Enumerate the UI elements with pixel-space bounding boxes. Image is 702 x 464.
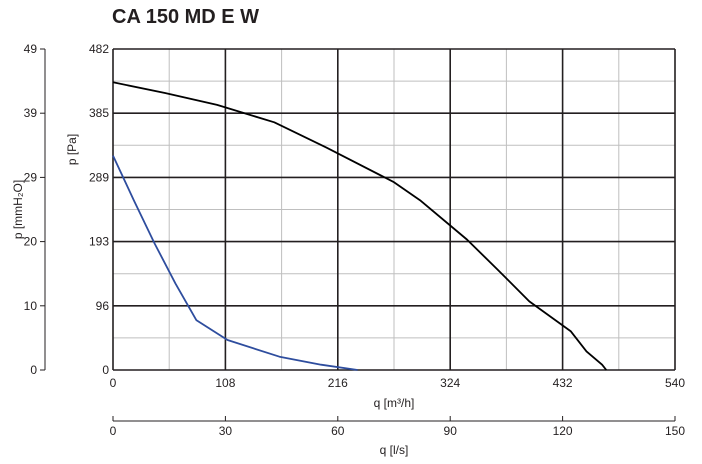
x-tick-label-m3h: 540 xyxy=(665,376,685,390)
x-tick-label-m3h: 432 xyxy=(553,376,573,390)
y-tick-label-pa: 482 xyxy=(89,42,109,56)
series-line-2 xyxy=(112,155,358,371)
x-tick-label-m3h: 324 xyxy=(440,376,460,390)
series-line-1 xyxy=(112,81,608,371)
minor-grid xyxy=(113,49,675,370)
y-tick-label-pa: 385 xyxy=(89,106,109,120)
y-tick-label-mmh2o: 49 xyxy=(24,42,38,56)
y-axis-label-mmh2o: p [mmH₂O] xyxy=(11,180,25,239)
y-tick-label-pa: 0 xyxy=(102,363,109,377)
y-tick-label-mmh2o: 29 xyxy=(24,170,38,184)
y-tick-label-pa: 96 xyxy=(96,299,110,313)
x-tick-label-m3h: 216 xyxy=(328,376,348,390)
series-layer xyxy=(112,81,608,371)
x-tick-label-ls: 120 xyxy=(553,424,573,438)
x-axis-label-ls: q [l/s] xyxy=(380,443,409,457)
chart-title: CA 150 MD E W xyxy=(112,6,260,28)
x-tick-label-m3h: 0 xyxy=(110,376,117,390)
x-tick-label-ls: 60 xyxy=(331,424,345,438)
tick-labels: 0 10 20 29 39 49 0 96 193 289 385 482 0 108 216 324 432 5… xyxy=(24,42,686,438)
y-tick-label-mmh2o: 10 xyxy=(24,299,38,313)
x-axis-label-m3h: q [m³/h] xyxy=(374,396,415,410)
y-tick-label-mmh2o: 20 xyxy=(24,235,38,249)
y-tick-label-pa: 193 xyxy=(89,235,109,249)
x-tick-label-ls: 150 xyxy=(665,424,685,438)
y-tick-label-mmh2o: 0 xyxy=(30,363,37,377)
y-tick-label-pa: 289 xyxy=(89,170,109,184)
x-tick-label-m3h: 108 xyxy=(215,376,235,390)
x-tick-label-ls: 90 xyxy=(444,424,458,438)
y-axis-label-pa: p [Pa] xyxy=(65,134,79,165)
major-grid xyxy=(112,48,676,371)
axes xyxy=(40,48,676,422)
x-tick-label-ls: 0 xyxy=(110,424,117,438)
x-tick-label-ls: 30 xyxy=(219,424,233,438)
y-tick-label-mmh2o: 39 xyxy=(24,106,38,120)
